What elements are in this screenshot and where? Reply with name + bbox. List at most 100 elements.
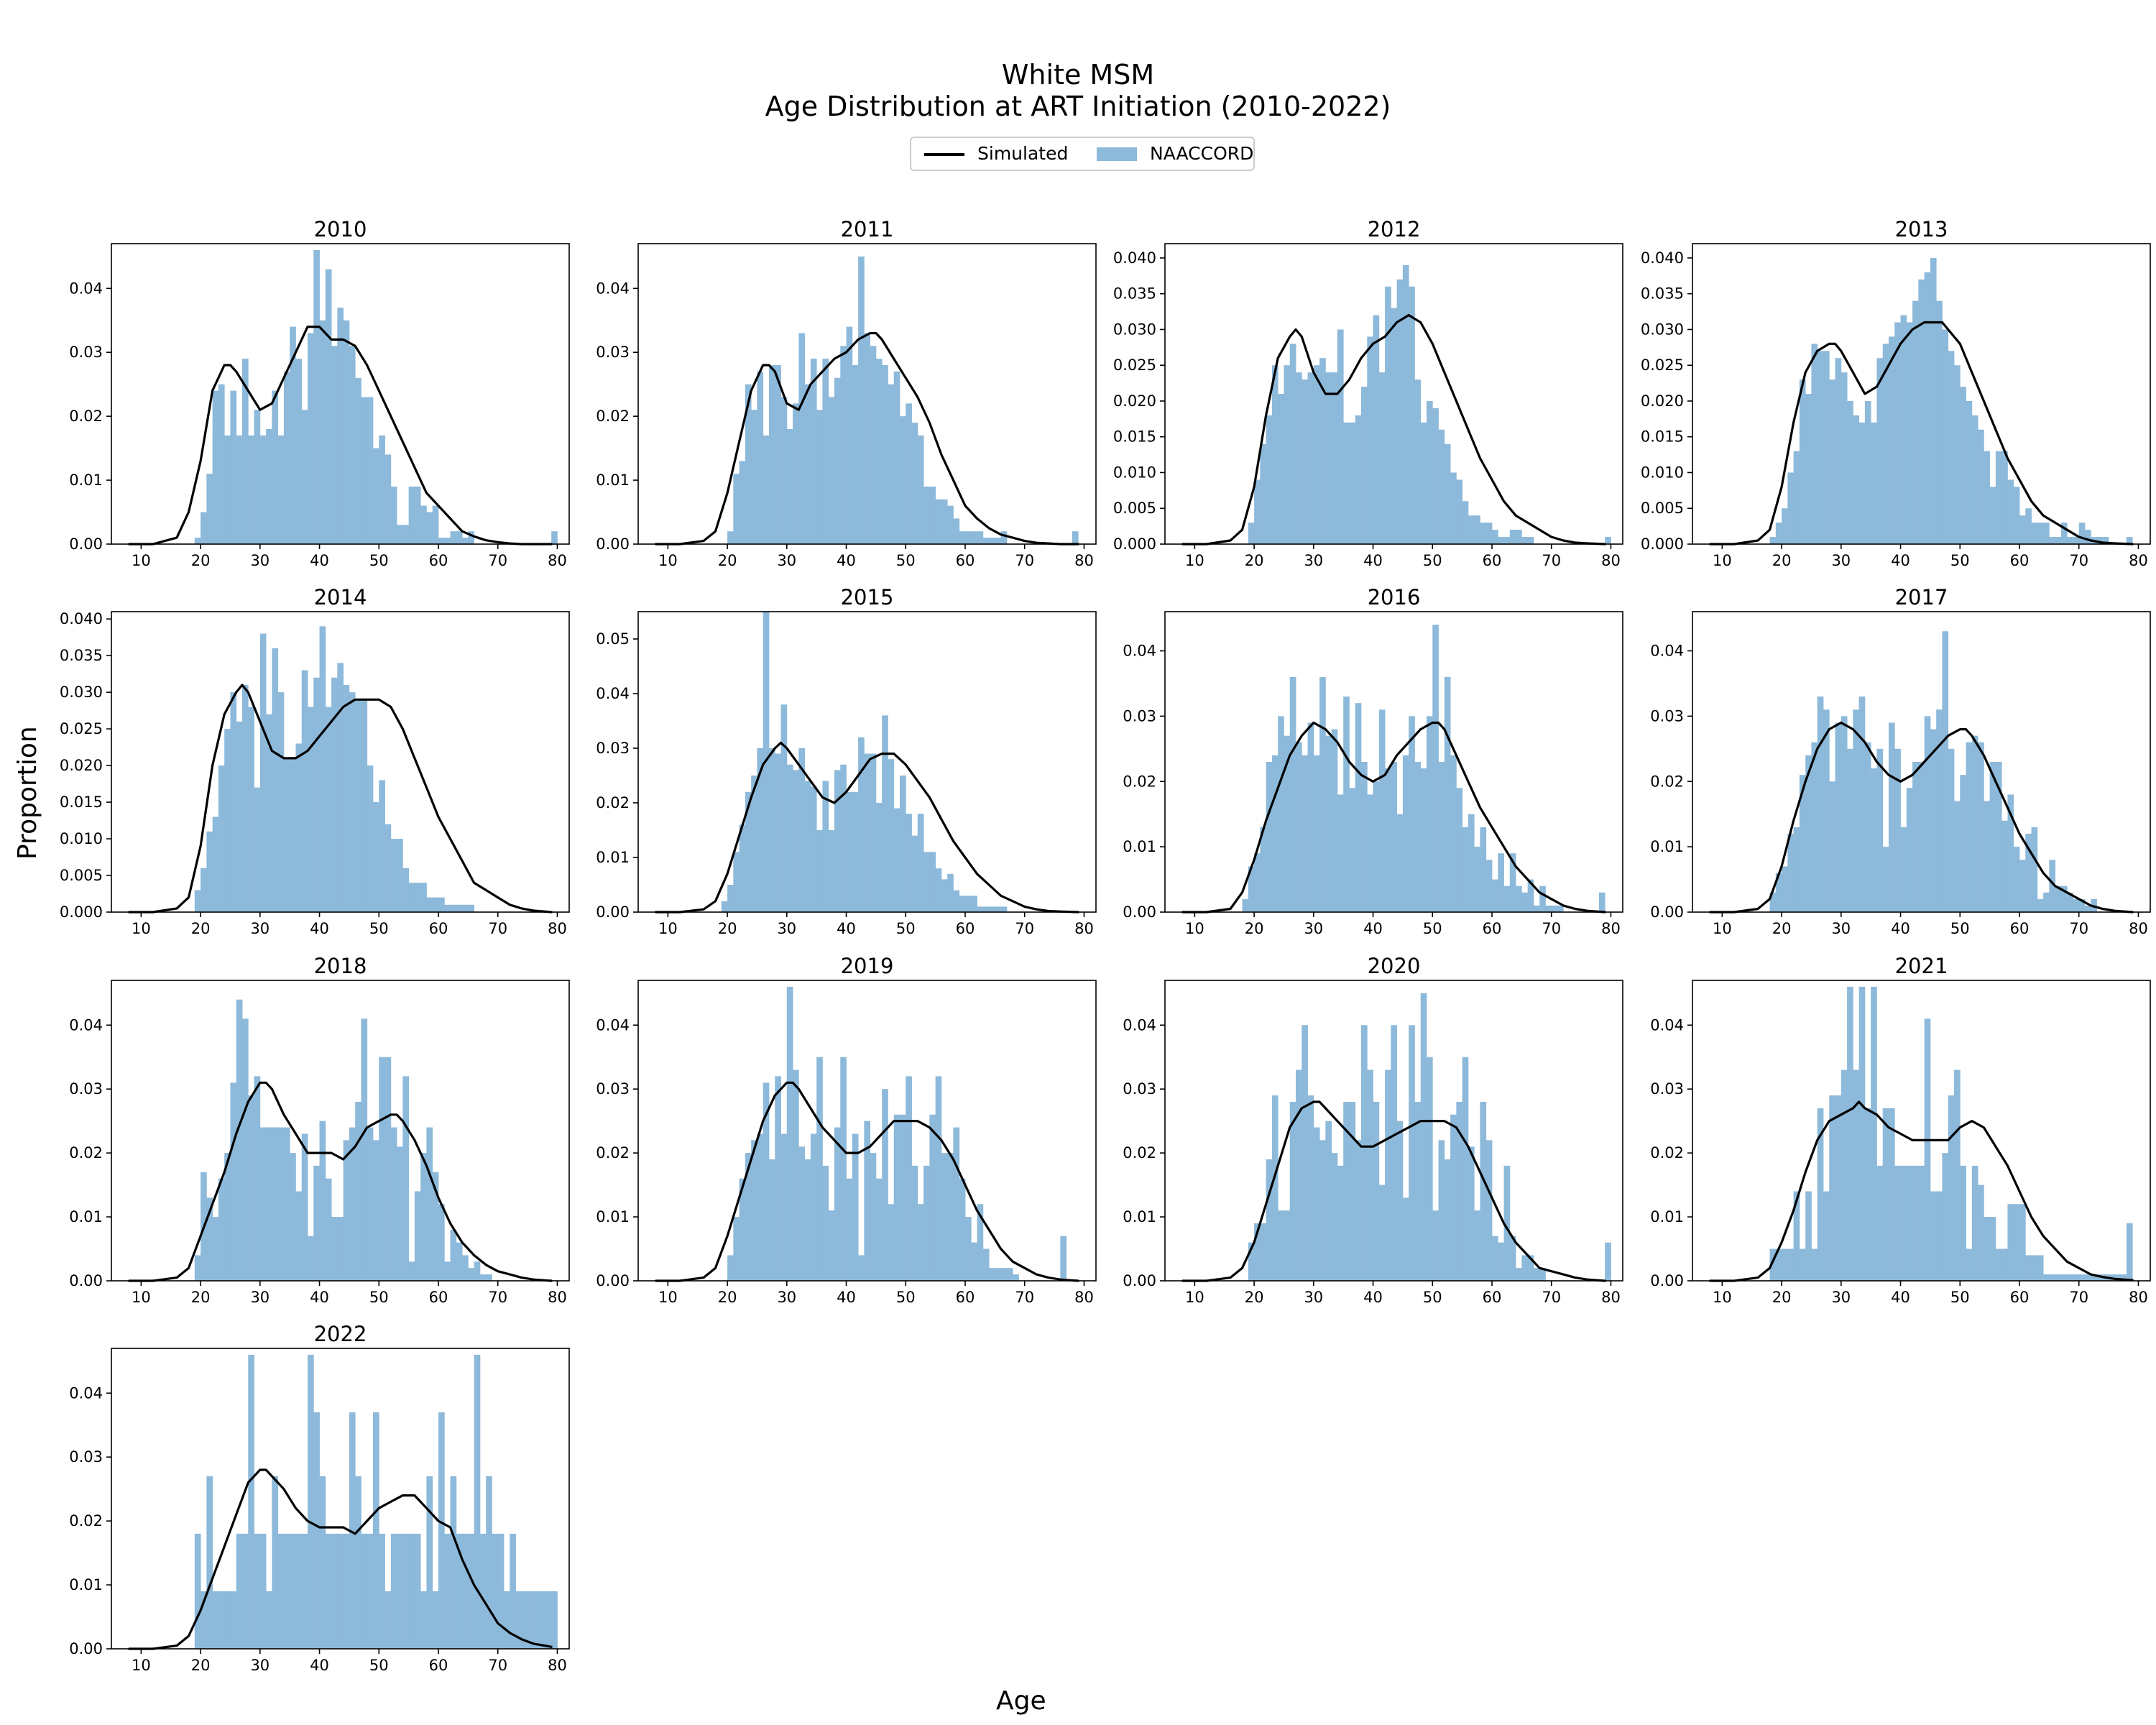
bar [1912,1165,1919,1281]
bar [1391,308,1398,544]
bar [254,787,261,912]
y-tick-label: 0.04 [596,1016,630,1034]
bar [1954,801,1961,912]
bar [763,1082,770,1281]
y-tick-label: 0.00 [69,1272,103,1289]
bar [989,538,995,544]
y-tick-label: 0.03 [1123,1080,1156,1098]
bar [462,904,469,912]
bar [1841,372,1848,544]
bar [1906,1165,1913,1281]
bar [875,1178,883,1281]
x-tick-label: 60 [956,920,975,937]
bar [254,1076,261,1281]
bar [331,1217,338,1281]
x-tick-label: 80 [548,1657,567,1674]
y-tick-label: 0.02 [596,408,630,425]
bar [906,814,912,912]
bar [751,1140,757,1281]
x-tick-label: 60 [429,920,448,937]
x-tick-label: 30 [1831,920,1851,937]
bar [272,390,279,544]
panel-title: 2021 [1895,954,1948,978]
histogram-bars [194,626,475,912]
bar [1278,1210,1284,1281]
bar [1503,1165,1511,1281]
bar [206,1476,213,1649]
bar [1000,531,1008,544]
bar [1503,886,1511,912]
x-tick-label: 70 [1015,552,1034,569]
bar [1889,1108,1895,1281]
bar [1775,1248,1782,1281]
bar [349,1127,356,1281]
bar [313,677,320,912]
histogram-bars [1769,631,2097,912]
bar [1385,286,1391,544]
bar [1539,1268,1546,1281]
bar [1906,322,1913,544]
bar [995,1268,1002,1281]
bar [397,525,403,544]
bar [1823,1191,1830,1281]
x-tick-label: 10 [1185,1289,1204,1306]
y-tick-label: 0.010 [1113,464,1156,481]
x-tick-label: 20 [1245,920,1264,937]
y-tick-label: 0.035 [1113,285,1156,303]
bar [402,868,410,912]
bar [533,1591,540,1649]
bar [1521,892,1529,912]
bar [1307,722,1314,912]
bar [408,883,415,912]
bar [1367,336,1373,544]
y-tick-label: 0.04 [1123,1016,1156,1034]
bar [935,868,942,912]
histogram-bars [1248,264,1611,544]
bar [1775,523,1782,544]
bar [1260,827,1267,912]
bar [456,531,463,544]
bar [1409,286,1415,544]
x-tick-label: 70 [1542,1289,1561,1306]
bar [834,770,841,912]
bar [1551,905,1558,912]
bar [450,531,457,544]
bar [414,1533,421,1649]
bar [822,359,829,544]
x-tick-label: 50 [1423,1289,1442,1306]
bar [1799,1248,1806,1281]
bar [1485,860,1493,912]
bar [780,397,788,544]
bar [1912,762,1919,912]
bar [283,1533,290,1649]
y-tick-label: 0.02 [1650,773,1684,790]
y-tick-label: 0.03 [596,740,630,757]
bar [1414,380,1422,544]
y-tick-label: 0.03 [69,1080,103,1098]
bar [248,707,254,912]
bar [2001,451,2008,544]
bar [224,1153,231,1281]
x-tick-label: 50 [369,920,389,937]
x-tick-label: 80 [1601,920,1621,937]
bar [521,1591,528,1649]
x-tick-label: 30 [250,552,270,569]
y-tick-label: 0.015 [1641,428,1684,446]
bar [355,699,361,912]
bar [402,1533,410,1649]
y-tick-label: 0.04 [596,685,630,702]
bar [331,346,338,544]
bar [1984,451,1991,544]
simulated-curve [128,326,553,546]
bar [319,626,326,912]
bar [1485,1140,1493,1281]
bar [390,1533,397,1649]
y-tick-label: 0.04 [1650,1016,1684,1034]
bar [1793,827,1800,912]
bar [733,852,740,912]
bar [1307,372,1314,544]
bar [384,824,392,912]
y-tick-label: 0.04 [1123,643,1156,660]
x-tick-label: 50 [896,920,916,937]
bar [1271,365,1279,544]
